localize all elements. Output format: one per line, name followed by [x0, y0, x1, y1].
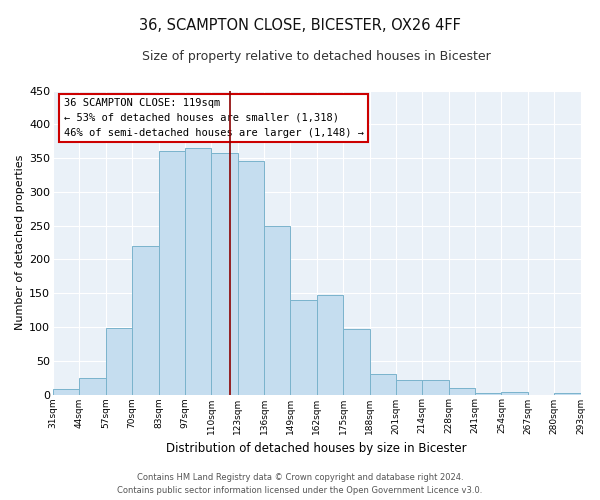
Y-axis label: Number of detached properties: Number of detached properties	[15, 155, 25, 330]
Bar	[238, 162, 264, 394]
Bar	[264, 226, 290, 394]
Title: Size of property relative to detached houses in Bicester: Size of property relative to detached ho…	[142, 50, 491, 63]
X-axis label: Distribution of detached houses by size in Bicester: Distribution of detached houses by size …	[166, 442, 467, 455]
Bar	[422, 380, 449, 394]
Bar	[185, 148, 211, 394]
Bar	[449, 388, 475, 394]
Text: 36, SCAMPTON CLOSE, BICESTER, OX26 4FF: 36, SCAMPTON CLOSE, BICESTER, OX26 4FF	[139, 18, 461, 32]
Bar	[475, 393, 502, 394]
Bar	[317, 294, 343, 394]
Text: 36 SCAMPTON CLOSE: 119sqm
← 53% of detached houses are smaller (1,318)
46% of se: 36 SCAMPTON CLOSE: 119sqm ← 53% of detac…	[64, 98, 364, 138]
Bar	[396, 380, 422, 394]
Bar	[53, 389, 79, 394]
Bar	[132, 246, 158, 394]
Text: Contains HM Land Registry data © Crown copyright and database right 2024.
Contai: Contains HM Land Registry data © Crown c…	[118, 474, 482, 495]
Bar	[106, 328, 132, 394]
Bar	[343, 329, 370, 394]
Bar	[158, 152, 185, 394]
Bar	[554, 393, 581, 394]
Bar	[211, 152, 238, 394]
Bar	[79, 378, 106, 394]
Bar	[502, 392, 528, 394]
Bar	[370, 374, 396, 394]
Bar	[290, 300, 317, 394]
